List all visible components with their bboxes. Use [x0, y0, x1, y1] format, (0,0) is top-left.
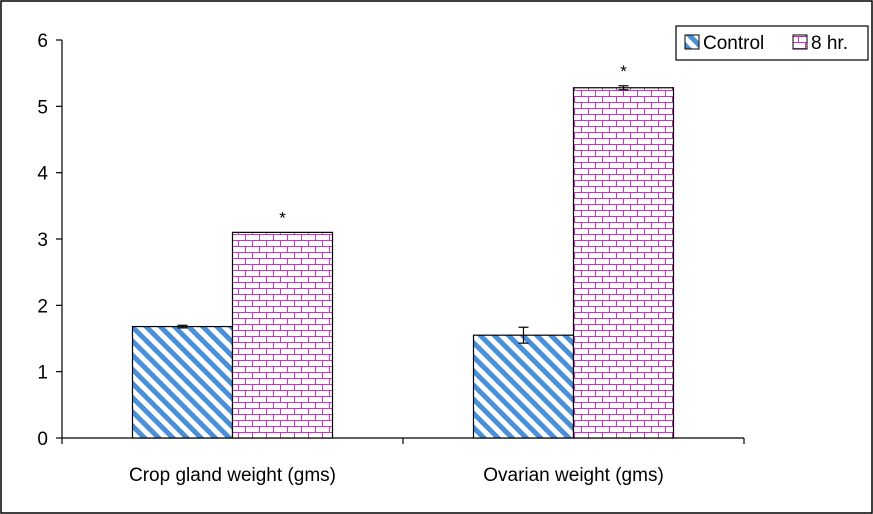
bar [472, 334, 575, 439]
legend: Control 8 hr. [675, 25, 869, 61]
legend-label-control: Control [703, 33, 764, 54]
legend-box [675, 25, 869, 61]
y-tick-label: 6 [37, 31, 48, 52]
x-category-label: Ovarian weight (gms) [483, 465, 664, 486]
y-tick-label: 3 [37, 230, 48, 251]
y-tick-label: 1 [37, 363, 48, 384]
y-tick-label: 5 [37, 97, 48, 118]
significance-marker: * [279, 208, 286, 227]
legend-swatch-8hr [792, 34, 808, 50]
plot-area: 0 1 2 3 4 5 6 * Crop gland weight (gms) * Ovarian … [37, 31, 745, 486]
bar [572, 87, 675, 439]
x-category-label: Crop gland weight (gms) [129, 465, 336, 486]
y-tick-label: 2 [37, 296, 48, 317]
y-tick-label: 4 [37, 164, 48, 185]
significance-marker: * [620, 62, 627, 81]
bar [131, 325, 234, 439]
legend-label-8hr: 8 hr. [811, 33, 848, 54]
bar [231, 231, 334, 439]
y-tick-label: 0 [37, 429, 48, 450]
legend-swatch-control [684, 34, 700, 50]
